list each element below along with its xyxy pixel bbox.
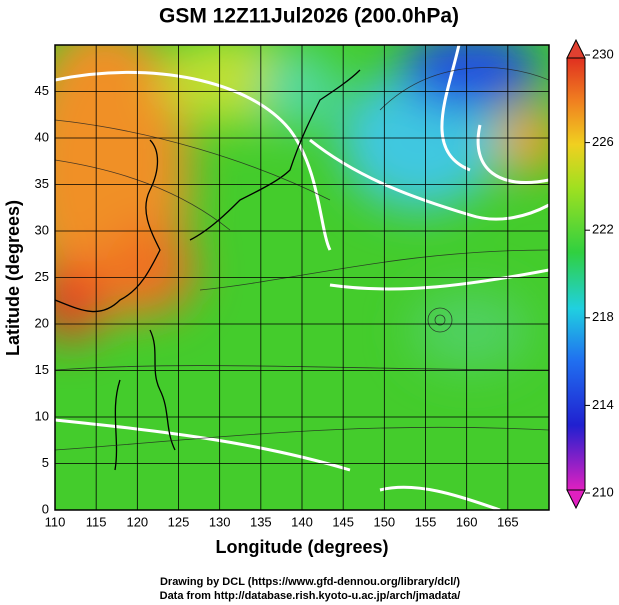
x-tick-label: 160: [456, 514, 478, 529]
credit: Drawing by DCL (https://www.gfd-dennou.o…: [160, 576, 460, 588]
x-tick-label: 110: [45, 514, 66, 529]
x-tick-label: 140: [291, 514, 313, 529]
y-tick-label: 10: [35, 408, 49, 423]
y-tick-label: 20: [35, 315, 49, 330]
x-tick-label: 150: [373, 514, 395, 529]
x-axis-label: Longitude (degrees): [215, 537, 388, 557]
y-tick-label: 0: [42, 501, 49, 516]
y-tick-label: 30: [35, 222, 49, 237]
credit: Data from http://database.rish.kyoto-u.a…: [160, 590, 461, 602]
y-tick-label: 40: [35, 129, 49, 144]
colorbar-bottom-arrow: [566, 489, 586, 510]
colorbar-tick-label: 226: [592, 134, 614, 149]
y-tick-label: 35: [35, 176, 49, 191]
x-tick-label: 145: [332, 514, 354, 529]
plot-frame: [54, 44, 550, 511]
contours: [55, 45, 549, 510]
y-tick-label: 15: [35, 362, 49, 377]
colorbar-tick-label: 230: [592, 46, 614, 61]
streamlines: [55, 67, 549, 451]
x-tick-label: 135: [250, 514, 272, 529]
field: [55, 45, 549, 510]
colorbar-tick-label: 210: [592, 484, 614, 499]
y-axis-label: Latitude (degrees): [3, 200, 23, 356]
colorbar-tick-label: 218: [592, 309, 614, 324]
colorbar-top-arrow: [566, 38, 586, 59]
title: GSM 12Z11Jul2026 (200.0hPa): [159, 5, 459, 28]
y-tick-label: 45: [35, 83, 49, 98]
x-tick-label: 125: [168, 514, 190, 529]
x-tick-label: 165: [497, 514, 519, 529]
x-tick-label: 130: [209, 514, 231, 529]
x-tick-label: 115: [86, 514, 107, 529]
coastline: [55, 69, 361, 471]
y-tick-label: 25: [35, 269, 49, 284]
colorbar-tick-label: 214: [592, 397, 614, 412]
y-tick-label: 5: [42, 455, 49, 470]
colorbar: [566, 57, 586, 491]
colorbar-tick-label: 222: [592, 222, 614, 237]
x-tick-label: 155: [415, 514, 437, 529]
x-tick-label: 120: [126, 514, 148, 529]
